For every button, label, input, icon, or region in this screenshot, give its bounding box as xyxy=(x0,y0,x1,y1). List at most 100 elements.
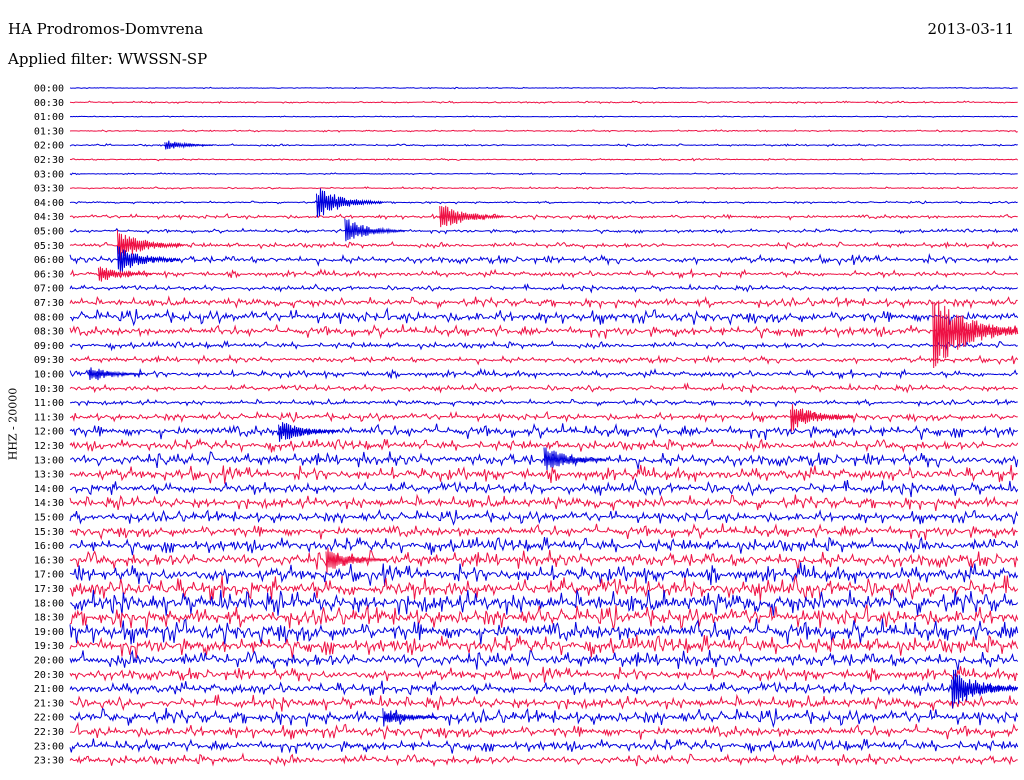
tick-label: 20:30 xyxy=(34,670,64,681)
trace-line xyxy=(69,634,1019,659)
trace-line xyxy=(69,523,1018,541)
tick-label: 13:00 xyxy=(34,455,64,466)
trace-line xyxy=(69,115,1018,118)
trace-line xyxy=(69,707,1019,729)
tick-label: 21:00 xyxy=(34,684,64,695)
tick-label: 19:00 xyxy=(34,627,64,638)
trace-line xyxy=(69,186,1018,191)
tick-label: 17:00 xyxy=(34,570,64,581)
tick-label: 11:00 xyxy=(34,398,64,409)
tick-label: 05:30 xyxy=(34,241,64,252)
event-signal xyxy=(382,708,438,727)
event-signal xyxy=(790,404,854,432)
trace-line xyxy=(69,307,1019,327)
trace-line xyxy=(69,437,1019,454)
tick-label: 04:30 xyxy=(34,212,64,223)
tick-label: 02:30 xyxy=(34,155,64,166)
tick-label: 01:00 xyxy=(34,112,64,123)
event-signal xyxy=(278,422,340,442)
trace-line xyxy=(69,100,1018,105)
trace-line xyxy=(69,649,1019,672)
trace-line xyxy=(69,575,1019,602)
trace-line xyxy=(70,477,1019,498)
tick-label: 22:30 xyxy=(34,727,64,738)
trace-line xyxy=(69,227,1019,235)
tick-label: 08:00 xyxy=(34,312,64,323)
tick-label: 16:00 xyxy=(34,541,64,552)
event-signal xyxy=(88,367,144,381)
trace-line xyxy=(69,549,1019,572)
event-signal xyxy=(164,140,214,150)
trace-line xyxy=(69,721,1019,741)
tick-label: 06:00 xyxy=(34,255,64,266)
date-label: 2013-03-11 xyxy=(927,20,1014,38)
trace-line xyxy=(69,508,1019,526)
tick-label: 00:00 xyxy=(34,84,64,95)
tick-label: 23:30 xyxy=(34,756,64,767)
trace-line xyxy=(69,589,1019,616)
trace-line xyxy=(69,200,1018,205)
tick-label: 02:00 xyxy=(34,141,64,152)
trace-line xyxy=(69,240,1019,251)
tick-label: 09:30 xyxy=(34,355,64,366)
tick-label: 03:30 xyxy=(34,184,64,195)
tick-label: 07:30 xyxy=(34,298,64,309)
event-signal xyxy=(951,669,1019,709)
trace-line xyxy=(69,340,1018,352)
trace-line xyxy=(69,666,1019,683)
tick-label: 12:30 xyxy=(34,441,64,452)
event-signal xyxy=(97,266,153,282)
trace-line xyxy=(69,172,1018,176)
tick-label: 05:00 xyxy=(34,227,64,238)
trace-line xyxy=(69,562,1019,587)
tick-label: 17:30 xyxy=(34,584,64,595)
tick-label: 22:00 xyxy=(34,713,64,724)
event-signal xyxy=(439,205,504,228)
trace-line xyxy=(69,618,1019,645)
tick-label: 04:00 xyxy=(34,198,64,209)
tick-label: 13:30 xyxy=(34,470,64,481)
trace-line xyxy=(69,451,1019,470)
event-signal xyxy=(116,245,181,274)
event-signal xyxy=(316,188,383,218)
tick-label: 23:00 xyxy=(34,741,64,752)
trace-line xyxy=(69,423,1018,440)
trace-line xyxy=(69,253,1019,267)
trace-line xyxy=(69,677,1018,697)
trace-line xyxy=(70,397,1018,408)
trace-line xyxy=(69,354,1019,366)
trace-line xyxy=(69,738,1019,754)
event-signal xyxy=(116,229,184,261)
trace-line xyxy=(69,86,1018,90)
tick-label: 10:30 xyxy=(34,384,64,395)
tick-label: 18:30 xyxy=(34,613,64,624)
tick-label: 16:30 xyxy=(34,555,64,566)
tick-label: 09:00 xyxy=(34,341,64,352)
event-signal xyxy=(344,218,406,242)
tick-label: 14:30 xyxy=(34,498,64,509)
tick-label: 01:30 xyxy=(34,126,64,137)
trace-line xyxy=(69,213,1018,221)
tick-label: 14:00 xyxy=(34,484,64,495)
trace-line xyxy=(69,464,1018,484)
trace-line xyxy=(69,157,1019,162)
tick-label: 12:00 xyxy=(34,427,64,438)
trace-line xyxy=(69,752,1018,768)
tick-label: 07:00 xyxy=(34,284,64,295)
event-signal xyxy=(325,547,387,573)
trace-line xyxy=(69,604,1019,630)
tick-label: 15:00 xyxy=(34,513,64,524)
tick-label: 21:30 xyxy=(34,698,64,709)
trace-line xyxy=(69,367,1018,380)
filter-label: Applied filter: WWSSN-SP xyxy=(8,50,208,68)
tick-label: 08:30 xyxy=(34,327,64,338)
trace-line xyxy=(69,143,1018,148)
station-title: HA Prodromos-Domvrena xyxy=(8,20,204,38)
tick-label: 03:00 xyxy=(34,169,64,180)
tick-label: 20:00 xyxy=(34,656,64,667)
trace-line xyxy=(69,295,1018,310)
trace-line xyxy=(69,382,1018,394)
tick-label: 15:30 xyxy=(34,527,64,538)
trace-line xyxy=(69,323,1018,340)
